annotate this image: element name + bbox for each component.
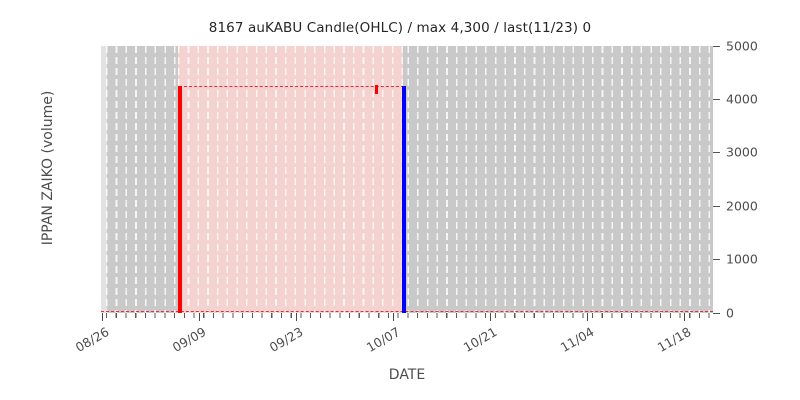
y-tick-line xyxy=(713,205,720,207)
y-tick-label: 3000 xyxy=(726,144,758,160)
x-tick-mark xyxy=(296,313,297,321)
x-tick-mark xyxy=(393,313,394,321)
y-axis: 5000 4000 3000 2000 1000 0 xyxy=(713,38,800,320)
x-tick-label-0826: 08/26 xyxy=(72,324,112,356)
y-tick-line xyxy=(713,45,720,47)
y-axis-title: IPPAN ZAIKO (volume) xyxy=(40,90,56,246)
y-tick-line xyxy=(713,312,720,314)
y-tick-label: 1000 xyxy=(726,251,758,267)
chart-title: 8167 auKABU Candle(OHLC) / max 4,300 / l… xyxy=(208,20,592,36)
y-tick-label: 4000 xyxy=(726,91,758,107)
x-tick-mark xyxy=(587,313,588,321)
x-tick-label-0923: 09/23 xyxy=(266,324,306,356)
x-tick-label-1021: 10/21 xyxy=(460,324,500,356)
y-tick-line xyxy=(713,152,720,154)
x-tick-mark xyxy=(102,313,103,321)
x-axis-title: DATE xyxy=(388,367,426,383)
y-tick-label: 2000 xyxy=(726,198,758,214)
highlight-span-gridlines xyxy=(178,46,403,313)
y-tick-label: 5000 xyxy=(726,38,758,53)
x-tick-mark xyxy=(199,313,200,321)
x-tick-label-1104: 11/04 xyxy=(557,324,597,356)
open-bar-red[interactable] xyxy=(178,86,182,313)
max-marker-red[interactable] xyxy=(375,85,378,94)
x-tick-label-0909: 09/09 xyxy=(169,324,209,356)
plot-area[interactable] xyxy=(101,46,713,313)
baseline-reference-line xyxy=(101,311,713,312)
x-axis-minor-ticks xyxy=(101,313,713,318)
max-reference-line xyxy=(179,86,404,87)
highlight-span-annotation xyxy=(178,46,403,313)
y-tick-label: 0 xyxy=(726,305,734,320)
close-bar-blue[interactable] xyxy=(402,86,406,313)
x-tick-mark xyxy=(490,313,491,321)
x-tick-mark xyxy=(684,313,685,321)
y-tick-line xyxy=(713,259,720,261)
x-tick-label-1007: 10/07 xyxy=(363,324,403,356)
x-tick-label-1118: 11/18 xyxy=(654,324,694,356)
y-tick-line xyxy=(713,98,720,100)
